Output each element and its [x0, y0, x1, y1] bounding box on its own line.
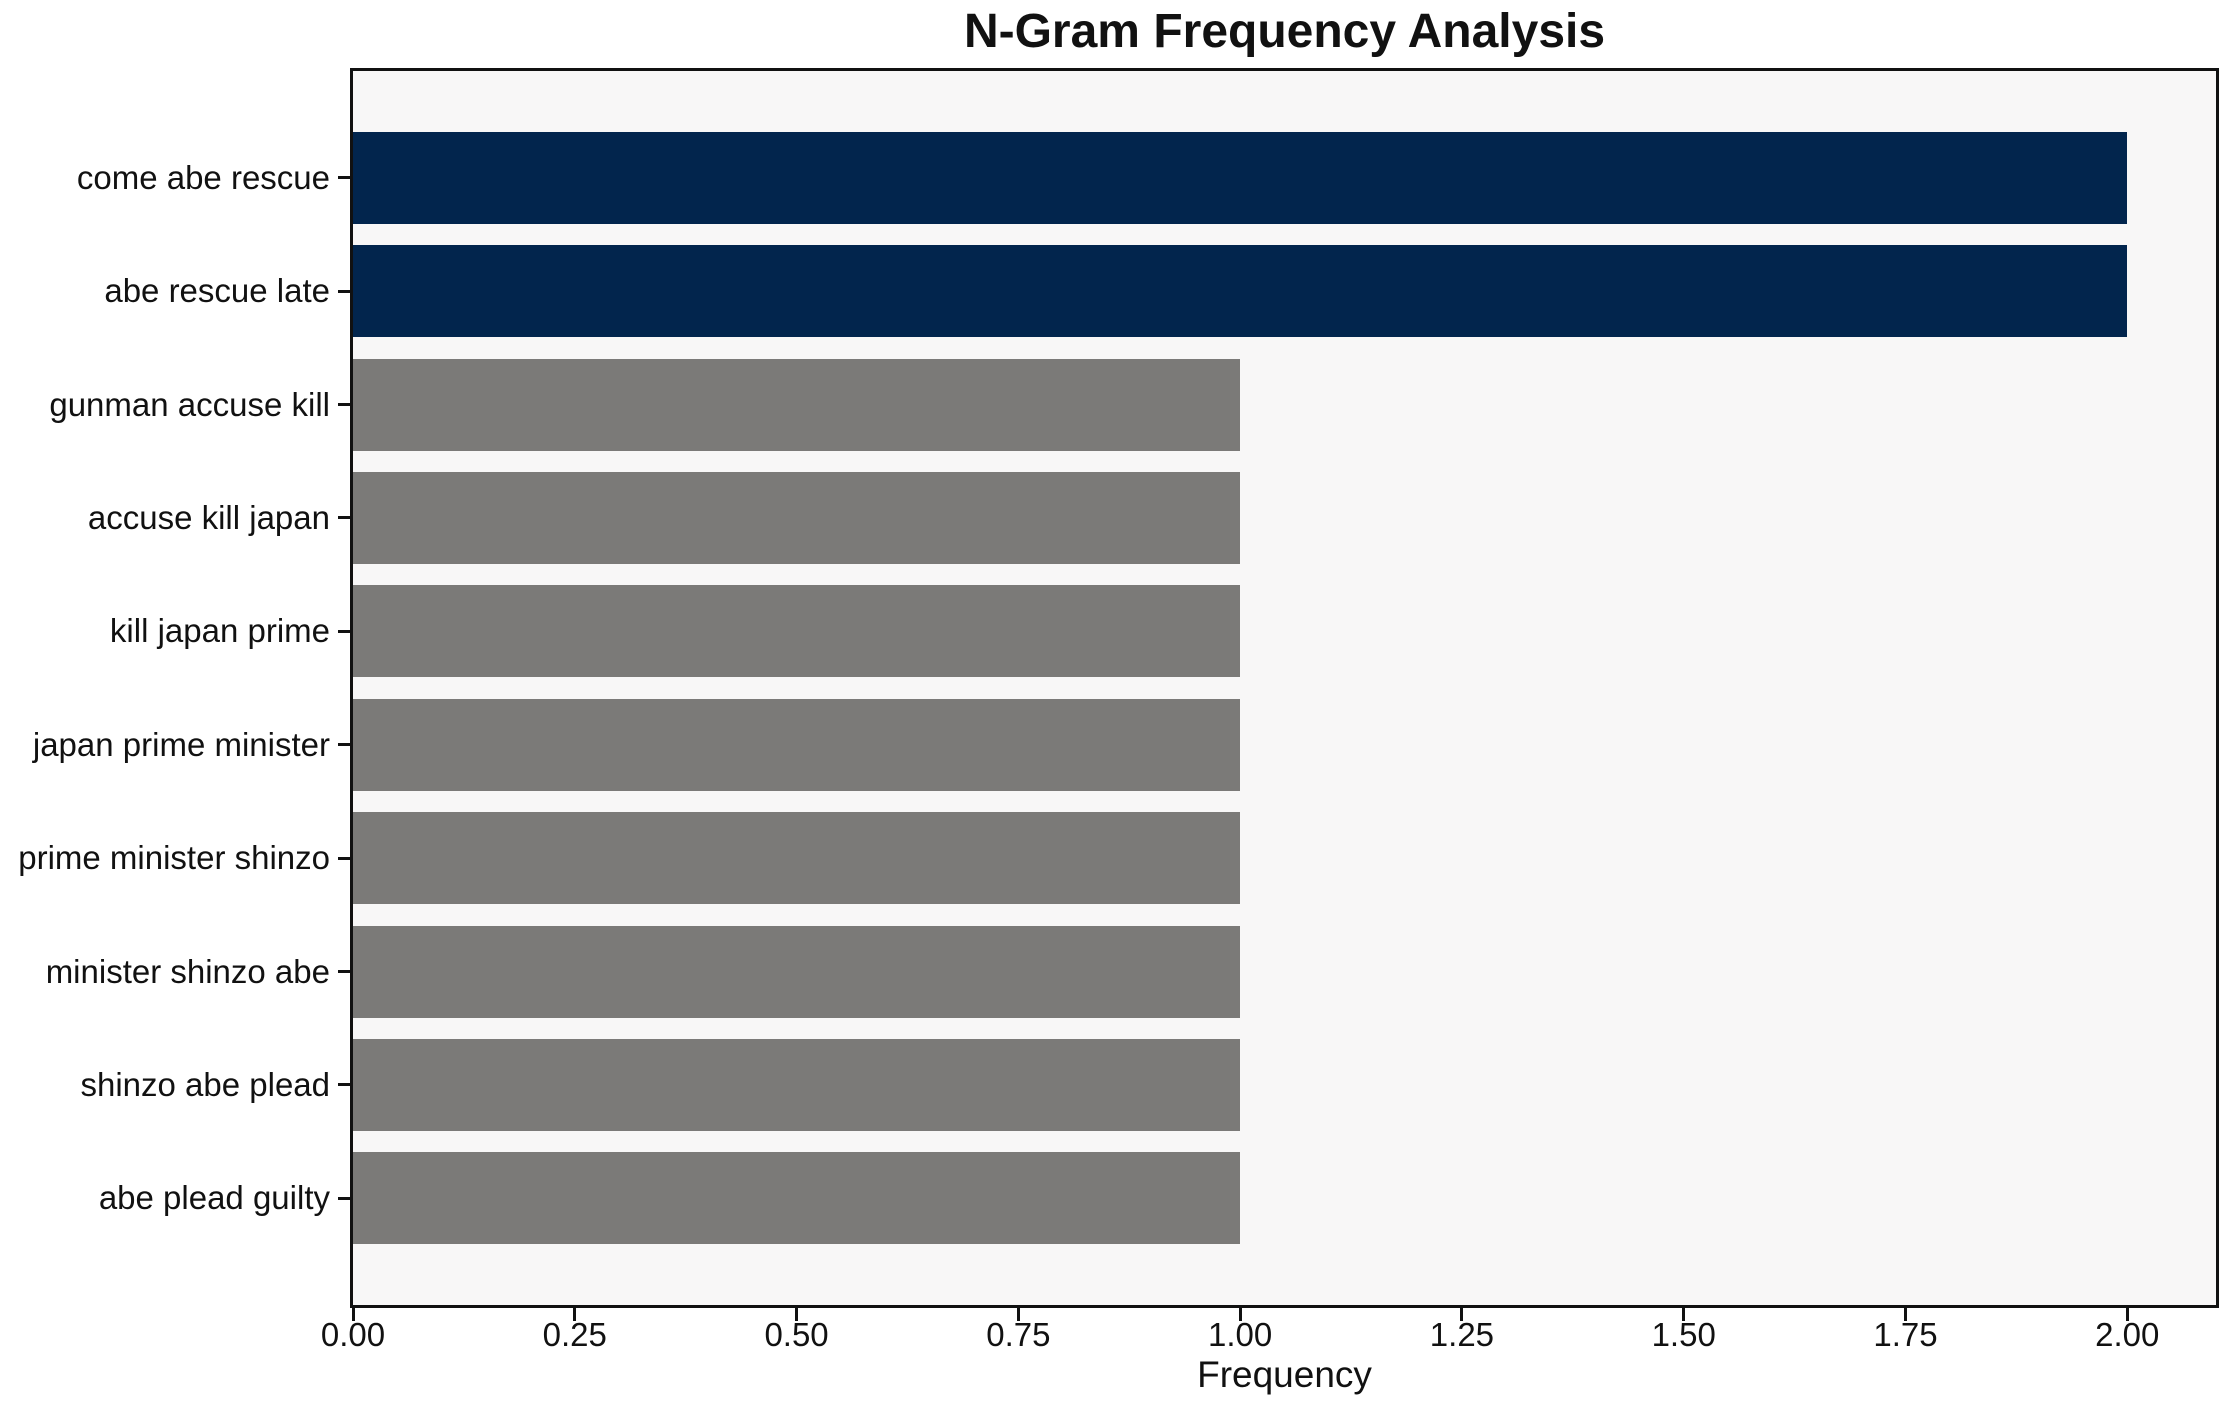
y-tick-mark: [338, 856, 350, 860]
bar: [353, 812, 1241, 905]
x-tick-mark: [351, 1308, 355, 1321]
y-tick-mark: [338, 1083, 350, 1087]
bar: [353, 131, 2128, 224]
bar: [353, 1152, 1241, 1245]
y-tick-mark: [338, 516, 350, 520]
bar: [353, 585, 1241, 678]
bar: [353, 245, 2128, 338]
x-tick-label: 1.00: [1208, 1316, 1273, 1353]
y-tick-label: prime minister shinzo: [18, 839, 330, 877]
chart-title: N-Gram Frequency Analysis: [963, 5, 1606, 58]
x-tick-label: 0.75: [986, 1316, 1051, 1353]
x-tick-label: 0.50: [764, 1316, 829, 1353]
y-tick-label: abe rescue late: [104, 272, 330, 310]
x-tick-mark: [1016, 1308, 1020, 1321]
x-tick-label: 0.25: [542, 1316, 607, 1353]
x-tick-label: 1.75: [1873, 1316, 1938, 1353]
x-tick-label: 1.25: [1429, 1316, 1495, 1353]
x-tick-mark: [573, 1308, 577, 1321]
x-tick-mark: [1460, 1308, 1464, 1321]
y-tick-mark: [338, 743, 350, 747]
y-tick-label: shinzo abe plead: [80, 1065, 330, 1103]
x-tick-label: 2.00: [2095, 1316, 2160, 1353]
y-tick-label: minister shinzo abe: [45, 952, 330, 990]
y-tick-mark: [338, 403, 350, 406]
x-tick-mark: [1904, 1308, 1907, 1321]
y-tick-mark: [338, 629, 350, 633]
y-tick-mark: [338, 1196, 350, 1200]
bars-layer: [353, 71, 2216, 1305]
bar: [353, 1038, 1241, 1131]
x-tick-mark: [795, 1308, 799, 1321]
bar: [353, 471, 1241, 564]
y-tick-mark: [338, 176, 350, 180]
x-tick-label: 0.00: [320, 1316, 386, 1353]
x-tick-label: 1.50: [1651, 1316, 1716, 1353]
x-tick-mark: [1238, 1308, 1242, 1321]
y-tick-label: come abe rescue: [76, 158, 330, 196]
y-tick-label: kill japan prime: [109, 612, 330, 650]
x-tick-mark: [2125, 1308, 2129, 1321]
y-tick-label: accuse kill japan: [87, 498, 330, 536]
bar: [353, 698, 1241, 791]
x-axis-label: Frequency: [1197, 1354, 1372, 1395]
bar: [353, 925, 1241, 1018]
y-tick-mark: [338, 970, 350, 973]
y-tick-label: japan prime minister: [32, 725, 330, 763]
y-tick-mark: [338, 289, 350, 293]
x-tick-mark: [1682, 1308, 1686, 1321]
y-tick-label: gunman accuse kill: [49, 385, 330, 423]
y-tick-label: abe plead guilty: [98, 1179, 330, 1217]
bar: [353, 358, 1241, 451]
